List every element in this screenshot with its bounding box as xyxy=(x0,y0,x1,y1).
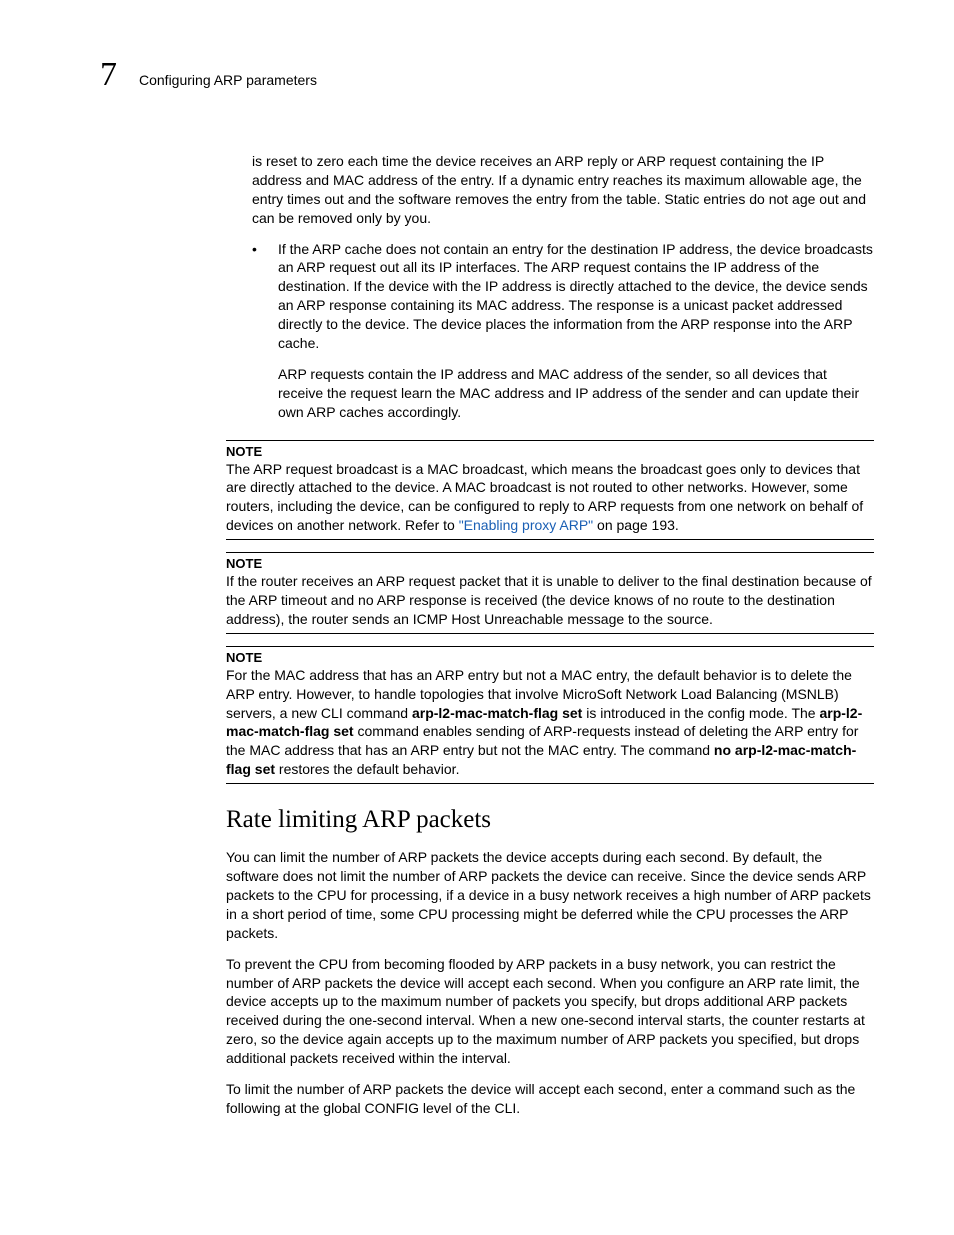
note-text: The ARP request broadcast is a MAC broad… xyxy=(226,460,874,536)
bullet-followup-para: ARP requests contain the IP address and … xyxy=(278,365,874,422)
note-label: NOTE xyxy=(226,556,874,571)
note3-seg2: is introduced in the config mode. The xyxy=(582,705,819,721)
bullet-marker: • xyxy=(252,240,264,434)
note-text: If the router receives an ARP request pa… xyxy=(226,572,874,629)
note-rule-top xyxy=(226,646,874,647)
continuation-block: is reset to zero each time the device re… xyxy=(252,152,874,434)
note-rule-top xyxy=(226,440,874,441)
page: 7 Configuring ARP parameters is reset to… xyxy=(0,0,954,1235)
section-p2: To prevent the CPU from becoming flooded… xyxy=(226,955,874,1068)
bullet-para: If the ARP cache does not contain an ent… xyxy=(278,240,874,353)
note-block-2: NOTE If the router receives an ARP reque… xyxy=(226,552,874,634)
bullet-body: If the ARP cache does not contain an ent… xyxy=(278,240,874,434)
note-label: NOTE xyxy=(226,650,874,665)
bullet-item: • If the ARP cache does not contain an e… xyxy=(252,240,874,434)
note3-b1: arp-l2-mac-match-flag set xyxy=(412,705,582,721)
proxy-arp-link[interactable]: "Enabling proxy ARP" xyxy=(459,517,593,533)
content-column: is reset to zero each time the device re… xyxy=(226,152,874,1118)
section-heading-rate-limiting: Rate limiting ARP packets xyxy=(226,806,874,834)
note-rule-bottom xyxy=(226,633,874,634)
note-block-3: NOTE For the MAC address that has an ARP… xyxy=(226,646,874,784)
note-rule-bottom xyxy=(226,539,874,540)
note-rule-top xyxy=(226,552,874,553)
running-title: Configuring ARP parameters xyxy=(139,72,317,88)
note1-text-after: on page 193. xyxy=(593,517,679,533)
note-rule-bottom xyxy=(226,783,874,784)
note-text: For the MAC address that has an ARP entr… xyxy=(226,666,874,779)
chapter-number: 7 xyxy=(100,58,117,92)
section-p3: To limit the number of ARP packets the d… xyxy=(226,1080,874,1118)
page-header: 7 Configuring ARP parameters xyxy=(100,58,874,92)
note-block-1: NOTE The ARP request broadcast is a MAC … xyxy=(226,440,874,541)
section-p1: You can limit the number of ARP packets … xyxy=(226,848,874,942)
note-label: NOTE xyxy=(226,444,874,459)
continuation-para: is reset to zero each time the device re… xyxy=(252,152,874,228)
note3-seg4: restores the default behavior. xyxy=(275,761,459,777)
